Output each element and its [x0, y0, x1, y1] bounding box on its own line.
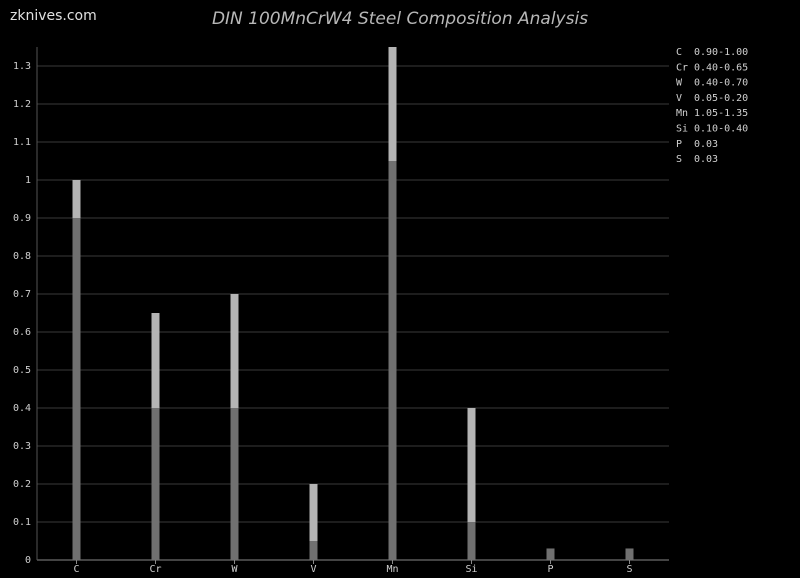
bar: [72, 218, 81, 560]
y-tick-label: 1.2: [13, 99, 31, 110]
x-tick-label: W: [231, 564, 238, 575]
legend-label: W: [676, 78, 683, 89]
x-tick-label: P: [547, 564, 553, 575]
legend-text: 0.40-0.65: [694, 62, 748, 73]
x-tick-label: Si: [465, 564, 477, 575]
y-tick-label: 0.2: [13, 479, 31, 490]
bar: [309, 541, 318, 560]
legend-label: C: [676, 47, 682, 58]
legend-text: 0.05-0.20: [694, 93, 748, 104]
legend-text: 0.90-1.00: [694, 47, 748, 58]
bar: [230, 408, 239, 560]
y-tick-label: 0.7: [13, 289, 31, 300]
legend-text: 1.05-1.35: [694, 108, 748, 119]
bar: [151, 408, 160, 560]
y-tick-label: 1: [25, 175, 31, 186]
y-tick-label: 1.3: [13, 61, 31, 72]
x-tick-label: S: [626, 564, 632, 575]
legend-label: Si: [676, 124, 688, 135]
y-tick-label: 0.6: [13, 327, 31, 338]
y-tick-label: 0.8: [13, 251, 31, 262]
legend-text: 0.40-0.70: [694, 78, 748, 89]
bar: [625, 548, 634, 560]
site-watermark: zknives.com: [10, 8, 97, 24]
y-tick-label: 0.9: [13, 213, 31, 224]
x-tick-label: V: [310, 564, 316, 575]
x-tick-label: Cr: [149, 564, 161, 575]
bar: [467, 522, 476, 560]
y-tick-label: 0.5: [13, 365, 31, 376]
legend-label: Cr: [676, 62, 688, 73]
x-tick-label: Mn: [386, 564, 398, 575]
y-tick-label: 1.1: [13, 137, 31, 148]
legend-label: Mn: [676, 108, 688, 119]
x-tick-label: C: [73, 564, 79, 575]
chart-title: DIN 100MnCrW4 Steel Composition Analysis: [212, 9, 588, 29]
legend-label: P: [676, 139, 682, 150]
legend-text: 0.03: [694, 139, 718, 150]
bar: [467, 408, 476, 560]
y-tick-label: 0.3: [13, 441, 31, 452]
legend-label: S: [676, 154, 682, 165]
bar: [309, 484, 318, 560]
legend-label: V: [676, 93, 682, 104]
legend-text: 0.03: [694, 154, 718, 165]
y-tick-label: 0: [25, 555, 31, 566]
y-tick-label: 0.1: [13, 517, 31, 528]
bar: [546, 548, 555, 560]
bar: [388, 161, 397, 560]
legend-text: 0.10-0.40: [694, 124, 748, 135]
y-tick-label: 0.4: [13, 403, 31, 414]
